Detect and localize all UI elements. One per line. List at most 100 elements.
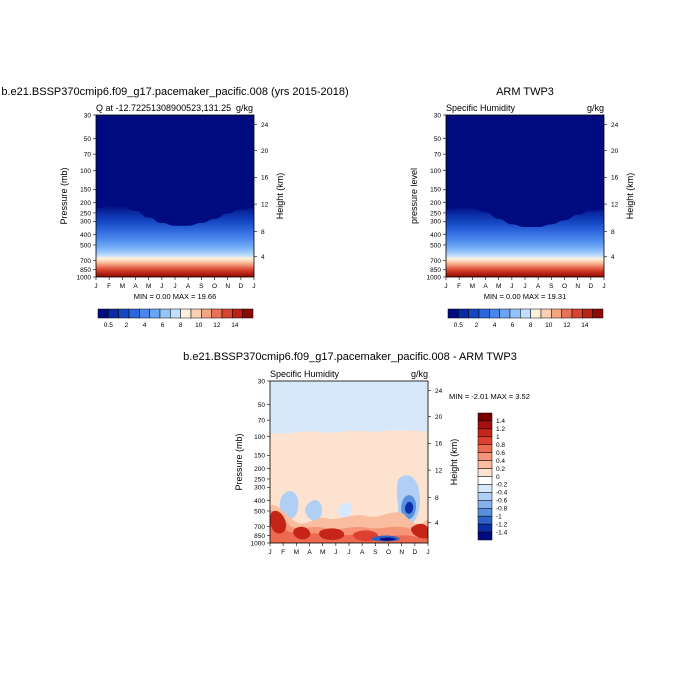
x-tick-label: J [510, 283, 513, 290]
y-tick-label: 100 [80, 168, 91, 175]
y-tick-label: 50 [434, 136, 442, 143]
x-tick-label: J [426, 549, 429, 556]
colorbar-label: 4 [493, 322, 497, 329]
y-tick-label: 70 [434, 151, 442, 158]
colorbar-swatch [108, 308, 119, 319]
y-right-tick-label: 8 [435, 495, 439, 502]
y-tick-label: 500 [254, 508, 265, 515]
x-tick-label: N [575, 283, 580, 290]
y-tick-label: 400 [80, 232, 91, 239]
y-tick-label: 50 [84, 136, 92, 143]
y-tick-label: 700 [430, 258, 441, 265]
x-tick-label: M [146, 283, 151, 290]
colorbar-label: 10 [195, 322, 203, 329]
y-right-tick-label: 24 [261, 122, 269, 129]
y-tick-label: 850 [80, 267, 91, 274]
x-tick-label: S [199, 283, 204, 290]
colorbar-label: 0.5 [104, 322, 113, 329]
colorbar-swatch [477, 468, 493, 477]
colorbar-swatch [211, 308, 223, 319]
colorbar-label: -0.8 [496, 506, 508, 513]
y-right-tick-label: 12 [435, 467, 443, 474]
panel1-ylabel-right: Height (km) [275, 173, 285, 220]
x-tick-label: M [320, 549, 325, 556]
colorbar-swatch [477, 428, 493, 438]
colorbar-swatch [530, 308, 542, 319]
colorbar-swatch [139, 308, 150, 319]
colorbar-swatch [477, 412, 493, 422]
colorbar-label: 8 [179, 322, 183, 329]
panel2-ylabel: pressure level [409, 168, 419, 224]
colorbar-label: 0.4 [496, 458, 505, 465]
x-tick-label: A [536, 283, 541, 290]
x-tick-label: J [94, 283, 97, 290]
colorbar-swatch [571, 308, 583, 319]
y-tick-label: 700 [254, 524, 265, 531]
colorbar-swatch [477, 452, 493, 461]
y-tick-label: 30 [434, 112, 442, 119]
panel1-title: b.e21.BSSP370cmip6.f09_g17.pacemaker_pac… [1, 86, 348, 98]
panel3-ylabel: Pressure (mb) [234, 433, 244, 490]
panel2-field [446, 115, 604, 277]
panel2-title: ARM TWP3 [496, 86, 554, 98]
y-tick-label: 200 [430, 200, 441, 207]
colorbar-label: 4 [143, 322, 147, 329]
x-tick-label: A [483, 283, 488, 290]
x-tick-label: F [457, 283, 461, 290]
y-tick-label: 150 [80, 187, 91, 194]
colorbar-swatch [592, 308, 604, 319]
panel1-colorbar: 0.5 2 4 6 8 10 12 14 [97, 308, 254, 329]
colorbar-swatch [170, 308, 181, 319]
colorbar-swatch [232, 308, 243, 319]
panel1-stats: MIN = 0.00 MAX = 19.66 [134, 292, 217, 301]
y-right-tick-label: 12 [261, 201, 269, 208]
y-tick-label: 70 [258, 417, 266, 424]
y-right-tick-label: 16 [261, 175, 269, 182]
x-tick-label: S [549, 283, 554, 290]
colorbar-swatch [242, 308, 254, 319]
panel-obs: ARM TWP3 Specific Humidity g/kg J F M A M J J A… [409, 86, 635, 329]
y-tick-label: 250 [80, 210, 91, 217]
y-tick-label: 300 [430, 219, 441, 226]
x-tick-label: O [386, 549, 391, 556]
panel3-units: g/kg [411, 369, 428, 379]
y-tick-label: 50 [258, 402, 266, 409]
y-tick-label: 250 [254, 476, 265, 483]
colorbar-swatch [477, 484, 493, 493]
colorbar-swatch [477, 500, 493, 509]
x-tick-label: J [173, 283, 176, 290]
colorbar-swatch [201, 308, 212, 319]
colorbar-swatch [149, 308, 161, 319]
colorbar-swatch [582, 308, 593, 319]
colorbar-label: 0.8 [496, 442, 505, 449]
colorbar-swatch [477, 444, 493, 453]
y-right-tick-label: 12 [611, 201, 619, 208]
y-right-tick-label: 24 [435, 388, 443, 395]
colorbar-label: 14 [581, 322, 589, 329]
y-right-tick-label: 20 [435, 414, 443, 421]
colorbar-swatch [478, 308, 490, 319]
colorbar-swatch [190, 308, 202, 319]
y-tick-label: 400 [430, 232, 441, 239]
x-tick-label: A [133, 283, 138, 290]
x-tick-label: D [412, 549, 417, 556]
panel2-axes: J F M A M J J A S O N D J 30 50 70 100 150 200 250 300 400 500… [427, 112, 619, 290]
colorbar-swatch [97, 308, 109, 319]
panel3-ylabel-right: Height (km) [449, 439, 459, 486]
colorbar-swatch [447, 308, 459, 319]
y-tick-label: 70 [84, 151, 92, 158]
x-tick-label: N [399, 549, 404, 556]
colorbar-swatch [477, 515, 493, 525]
panel3-subtitle: Specific Humidity [270, 369, 340, 379]
colorbar-swatch [118, 308, 130, 319]
x-tick-label: F [107, 283, 111, 290]
y-tick-label: 700 [80, 258, 91, 265]
y-right-tick-label: 20 [611, 148, 619, 155]
y-tick-label: 30 [258, 378, 266, 385]
colorbar-swatch [468, 308, 480, 319]
colorbar-swatch [489, 308, 500, 319]
colorbar-label: 10 [545, 322, 553, 329]
colorbar-label: 2 [125, 322, 129, 329]
x-tick-label: D [238, 283, 243, 290]
colorbar-swatch [159, 308, 171, 319]
